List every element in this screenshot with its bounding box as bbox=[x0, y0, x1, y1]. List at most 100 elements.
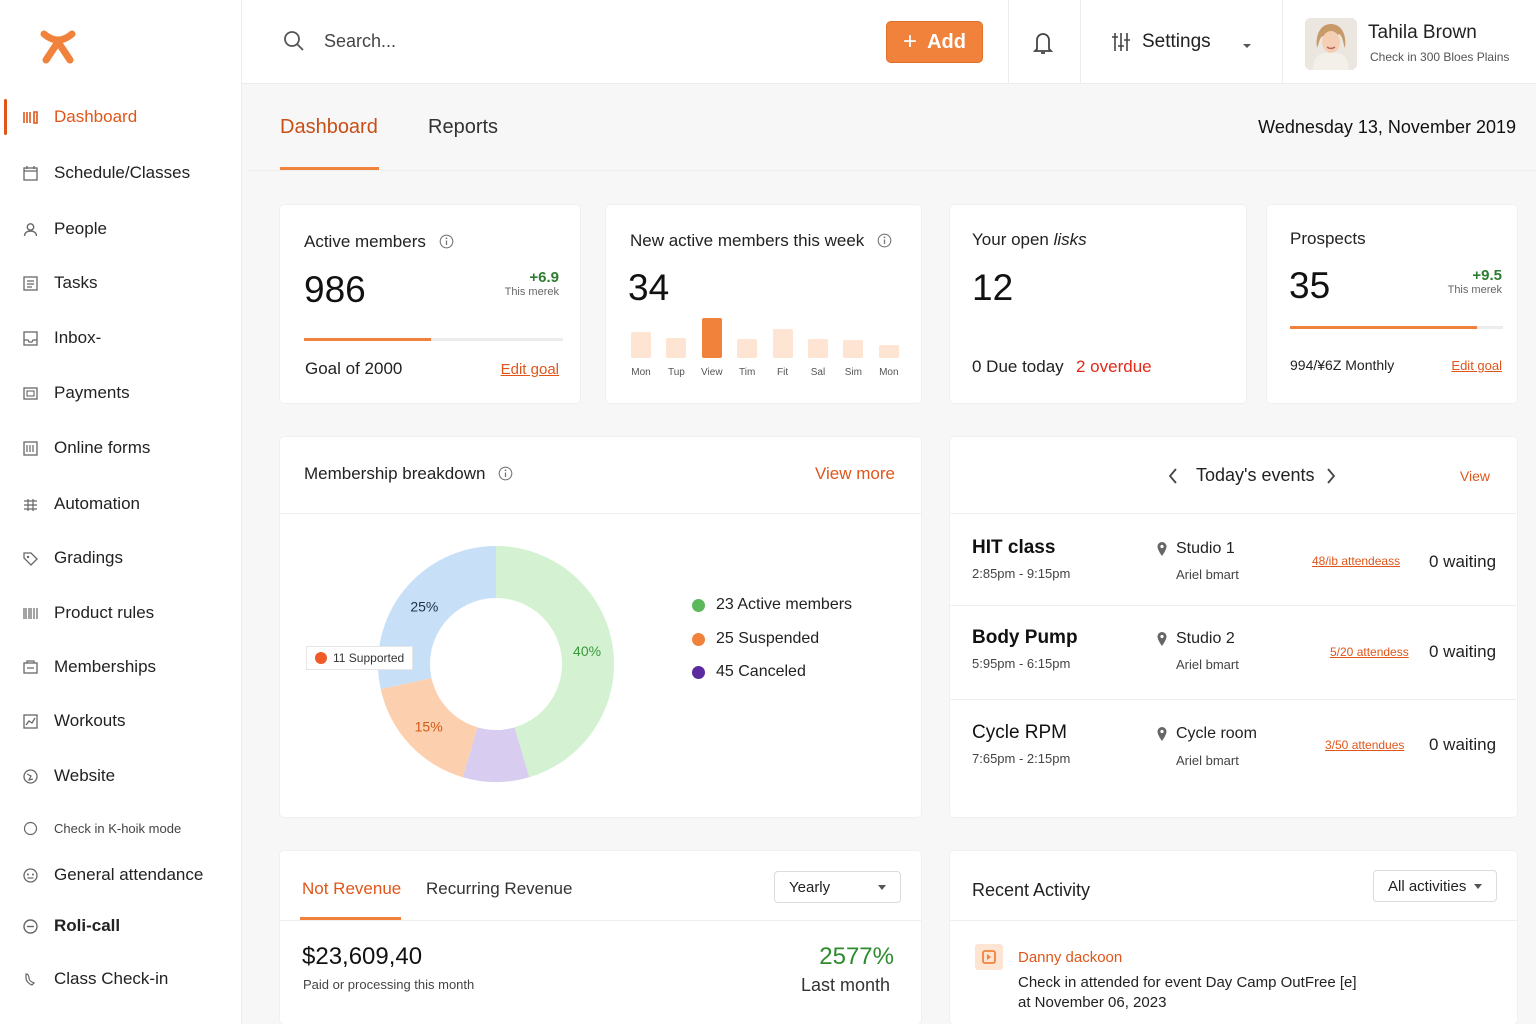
activity-text: Check in attended for event Day Camp Out… bbox=[1018, 974, 1357, 991]
event-location-label: Cycle room bbox=[1176, 725, 1257, 742]
delta-value: +9.5 bbox=[1472, 267, 1502, 284]
attendance-icon bbox=[22, 867, 39, 884]
sidebar-item-label: Dashboard bbox=[54, 107, 138, 126]
legend-label: 45 Canceled bbox=[716, 663, 806, 680]
sidebar-item-tasks[interactable]: Tasks bbox=[0, 261, 242, 305]
calendar-icon bbox=[22, 165, 39, 182]
event-attendees-link[interactable]: 3/50 attendues bbox=[1325, 738, 1405, 752]
globe-icon bbox=[22, 768, 39, 785]
avatar[interactable] bbox=[1305, 18, 1357, 70]
divider bbox=[280, 513, 921, 514]
period-select[interactable]: Yearly bbox=[774, 871, 901, 903]
sidebar-item-kiosk-mode[interactable]: Check in K-hoik mode bbox=[0, 806, 242, 850]
card-title-em: lisks bbox=[1053, 230, 1087, 249]
event-name[interactable]: Body Pump bbox=[972, 627, 1078, 648]
event-attendees-link[interactable]: 5/20 attendess bbox=[1330, 645, 1409, 659]
sidebar-item-general-attendance[interactable]: General attendance bbox=[0, 853, 242, 897]
sidebar-item-label: General attendance bbox=[54, 865, 204, 884]
weekly-bar bbox=[808, 338, 828, 358]
sidebar-item-online-forms[interactable]: Online forms bbox=[0, 426, 242, 470]
sidebar-item-schedule[interactable]: Schedule/Classes bbox=[0, 151, 242, 195]
sidebar-item-payments[interactable]: Payments bbox=[0, 371, 242, 415]
activity-person-link[interactable]: Danny dackoon bbox=[1018, 949, 1123, 966]
sidebar-item-workouts[interactable]: Workouts bbox=[0, 699, 242, 743]
tab-reports[interactable]: Reports bbox=[428, 116, 499, 138]
prospects-count: 35 bbox=[1289, 265, 1331, 306]
plus-icon: + bbox=[903, 28, 918, 55]
delta-label: This merek bbox=[1447, 284, 1502, 296]
prospects-progress-fill bbox=[1290, 326, 1478, 329]
chevron-down-icon bbox=[1241, 36, 1253, 48]
edit-goal-link[interactable]: Edit goal bbox=[500, 361, 559, 378]
legend-dot bbox=[692, 665, 705, 679]
sidebar-item-roll-call[interactable]: Roli-call bbox=[0, 904, 242, 948]
revenue-change: 2577% bbox=[819, 943, 894, 970]
view-events-link[interactable]: View bbox=[1459, 468, 1490, 484]
card-title: New active members this week bbox=[630, 231, 892, 251]
sidebar-item-gradings[interactable]: Gradings bbox=[0, 536, 242, 580]
user-location: Check in 300 Bloes Plains bbox=[1370, 50, 1510, 64]
event-attendees-link[interactable]: 48/ib attendeass bbox=[1312, 554, 1401, 568]
donut-slice[interactable] bbox=[380, 678, 478, 778]
info-icon[interactable] bbox=[877, 233, 892, 248]
edit-goal-link[interactable]: Edit goal bbox=[1451, 358, 1502, 373]
legend-item: 23 Active members bbox=[692, 596, 852, 614]
divider bbox=[1008, 0, 1009, 84]
tasks-icon bbox=[22, 275, 39, 292]
event-instructor: Ariel bmart bbox=[1176, 657, 1239, 672]
sidebar-item-inbox[interactable]: Inbox- bbox=[0, 316, 242, 360]
sidebar-item-label: People bbox=[54, 219, 107, 238]
event-name[interactable]: Cycle RPM bbox=[972, 722, 1068, 743]
search-icon[interactable] bbox=[282, 29, 306, 53]
search-input[interactable] bbox=[324, 26, 744, 56]
barcode-icon bbox=[22, 605, 39, 622]
tab-dashboard[interactable]: Dashboard bbox=[280, 116, 378, 138]
chevron-left-icon[interactable] bbox=[1166, 466, 1180, 486]
pin-icon bbox=[1157, 632, 1167, 646]
activity-filter-select[interactable]: All activities bbox=[1373, 870, 1497, 902]
tab-recurring-revenue[interactable]: Recurring Revenue bbox=[426, 879, 573, 898]
donut-slice[interactable] bbox=[462, 727, 530, 782]
donut-slice-label: 15% bbox=[415, 719, 443, 735]
sidebar-item-class-check-in[interactable]: Class Check-in bbox=[0, 957, 242, 1001]
sidebar-item-automation[interactable]: Automation bbox=[0, 482, 242, 526]
legend-dot bbox=[692, 632, 705, 646]
info-icon[interactable] bbox=[439, 234, 454, 249]
monthly-text: 994/¥6Z Monthly bbox=[1290, 357, 1395, 373]
sidebar-item-people[interactable]: People bbox=[0, 207, 242, 251]
view-more-link[interactable]: View more bbox=[815, 464, 895, 483]
settings-menu[interactable]: Settings bbox=[1110, 28, 1253, 56]
sidebar-item-product-rules[interactable]: Product rules bbox=[0, 591, 242, 635]
app-logo[interactable] bbox=[38, 28, 78, 66]
donut-callout: 11 Supported bbox=[306, 646, 414, 670]
bell-icon[interactable] bbox=[1030, 29, 1056, 57]
sidebar-item-label: Website bbox=[54, 766, 116, 785]
weekly-mini-chart bbox=[624, 313, 904, 358]
new-members-count: 34 bbox=[628, 267, 670, 308]
donut-slice[interactable] bbox=[496, 546, 614, 778]
goal-text: Goal of 2000 bbox=[305, 359, 403, 378]
due-today-text[interactable]: 0 Due today bbox=[972, 357, 1064, 376]
revenue-change-label: Last month bbox=[800, 975, 890, 995]
event-waiting: 0 waiting bbox=[1429, 642, 1497, 661]
user-name[interactable]: Tahila Brown bbox=[1368, 22, 1477, 43]
active-members-count: 986 bbox=[304, 269, 366, 310]
legend-label: 23 Active members bbox=[716, 596, 853, 613]
sidebar-item-memberships[interactable]: Memberships bbox=[0, 645, 242, 689]
sidebar-item-label: Inbox- bbox=[54, 328, 102, 347]
divider bbox=[1282, 0, 1283, 84]
event-time: 2:85pm - 9:15pm bbox=[972, 566, 1071, 581]
sidebar-item-label: Automation bbox=[54, 494, 140, 513]
info-icon[interactable] bbox=[498, 466, 513, 481]
event-name[interactable]: HIT class bbox=[972, 537, 1056, 558]
event-location-label: Studio 2 bbox=[1176, 630, 1235, 647]
overdue-text[interactable]: 2 overdue bbox=[1076, 357, 1152, 376]
legend-label: 25 Suspended bbox=[716, 630, 820, 647]
add-button[interactable]: + Add bbox=[886, 21, 983, 63]
chevron-right-icon[interactable] bbox=[1324, 466, 1338, 486]
sidebar-item-dashboard[interactable]: Dashboard bbox=[0, 95, 242, 139]
divider bbox=[1080, 0, 1081, 84]
sidebar-item-website[interactable]: Website bbox=[0, 754, 242, 798]
event-location: Studio 1 bbox=[1156, 540, 1235, 558]
tab-net-revenue[interactable]: Not Revenue bbox=[302, 879, 402, 898]
